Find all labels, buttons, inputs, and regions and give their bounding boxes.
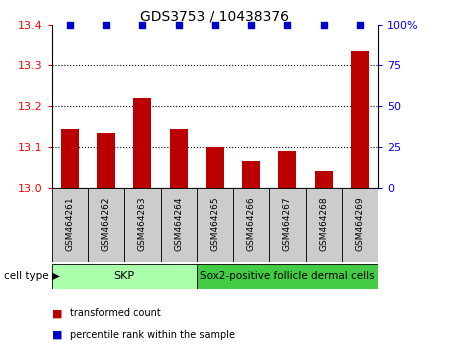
Text: GSM464263: GSM464263 [138,196,147,251]
Bar [242,161,260,188]
Point [103,22,110,28]
Point [139,22,146,28]
Bar [133,98,152,188]
Bar [161,188,197,262]
Bar [52,188,88,262]
Text: SKP: SKP [114,271,135,281]
Bar [197,188,233,262]
Point [356,22,364,28]
Bar [306,188,342,262]
Title: GDS3753 / 10438376: GDS3753 / 10438376 [140,10,289,24]
Text: GSM464261: GSM464261 [65,196,74,251]
Text: percentile rank within the sample: percentile rank within the sample [70,330,235,339]
Bar [278,151,297,188]
Bar [88,188,124,262]
Bar [97,133,115,188]
Text: transformed count: transformed count [70,308,161,318]
Text: GSM464267: GSM464267 [283,196,292,251]
Point [284,22,291,28]
Point [66,22,73,28]
Text: GSM464262: GSM464262 [102,196,111,251]
Text: GSM464268: GSM464268 [319,196,328,251]
Bar [124,188,161,262]
Text: GSM464269: GSM464269 [356,196,364,251]
Bar [269,188,306,262]
Bar [61,129,79,188]
Bar [52,264,197,289]
Text: GSM464266: GSM464266 [247,196,256,251]
Bar [233,188,269,262]
Point [248,22,255,28]
Bar [170,129,188,188]
Text: Sox2-positive follicle dermal cells: Sox2-positive follicle dermal cells [200,271,375,281]
Bar [197,264,378,289]
Bar [315,171,333,188]
Point [212,22,219,28]
Bar [342,188,378,262]
Bar [206,147,224,188]
Text: GSM464264: GSM464264 [174,196,183,251]
Text: ■: ■ [52,330,62,339]
Text: GSM464265: GSM464265 [211,196,220,251]
Text: ■: ■ [52,308,62,318]
Point [175,22,182,28]
Point [320,22,327,28]
Text: cell type ▶: cell type ▶ [4,271,60,281]
Bar [351,51,369,188]
